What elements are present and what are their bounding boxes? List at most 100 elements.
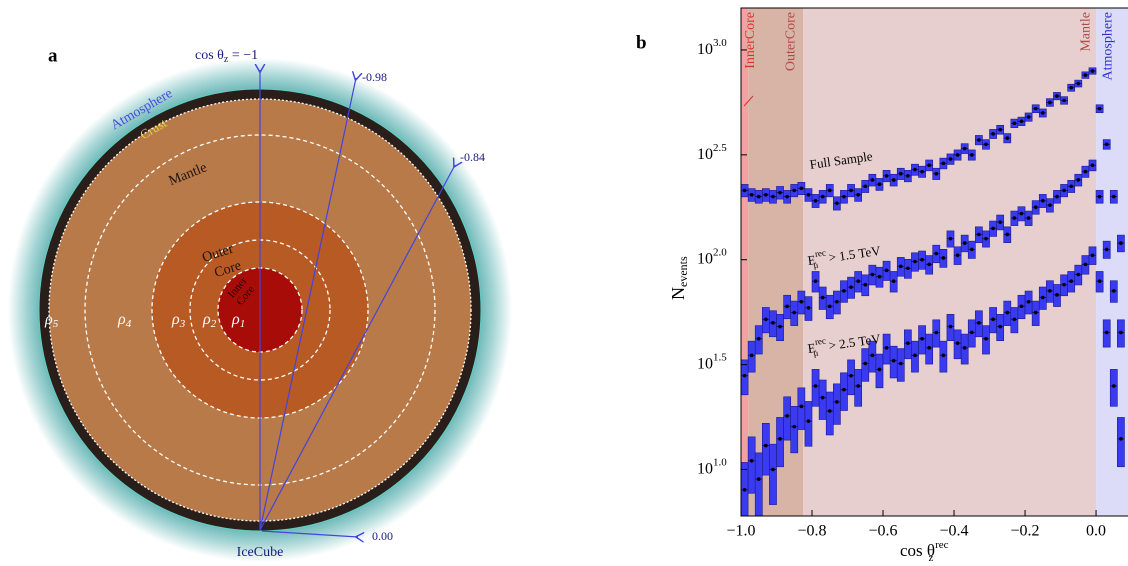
density-symbol: ρ: [171, 311, 180, 328]
data-point: [1026, 216, 1031, 220]
data-point: [820, 395, 825, 400]
data-point: [1104, 247, 1109, 252]
y-tick-exponent: 1.5: [713, 351, 727, 363]
data-point: [1062, 98, 1066, 103]
earth-diagram: a cos θz = −1 -0.98 -0.84 0.00 IceCube A…: [8, 45, 512, 562]
data-point: [1055, 194, 1059, 199]
data-point: [969, 330, 974, 335]
density-label: ρ5: [44, 311, 59, 330]
data-point: [771, 321, 775, 325]
data-point: [870, 272, 875, 277]
zenith-sub: z: [224, 54, 229, 65]
error-box: [804, 401, 813, 447]
data-point: [991, 226, 995, 231]
data-point: [877, 274, 882, 279]
y-tick-label: 101.0: [697, 456, 727, 477]
data-point: [764, 317, 768, 322]
data-point: [849, 188, 853, 193]
data-point: [906, 174, 910, 178]
series-label-main: E: [807, 340, 817, 356]
trajectory: [259, 165, 455, 531]
density-index: 3: [179, 318, 186, 330]
data-point: [771, 467, 775, 472]
zenith-label: -0.98: [362, 70, 387, 84]
data-point: [934, 330, 939, 335]
x-tick-label: −0.2: [1011, 523, 1040, 540]
data-point: [1083, 73, 1088, 77]
data-point: [1033, 310, 1038, 315]
data-point: [1097, 194, 1102, 199]
plot-frame: [740, 7, 1128, 517]
data-point: [906, 341, 910, 345]
data-point: [1083, 262, 1088, 267]
data-point: [977, 138, 981, 142]
data-point: [792, 424, 797, 429]
data-point: [806, 305, 811, 310]
density-label: ρ2: [202, 311, 217, 330]
region: [803, 8, 1097, 516]
data-point: [1012, 317, 1017, 322]
data-point: [927, 346, 931, 350]
density-index: 1: [240, 318, 246, 330]
data-point: [827, 409, 832, 413]
data-point: [1111, 194, 1116, 199]
data-point: [955, 341, 960, 345]
x-axis-label-main: cos θ: [900, 541, 935, 560]
error-box: [762, 422, 770, 476]
data-point: [1026, 300, 1031, 304]
data-point: [842, 289, 846, 293]
data-point: [1048, 203, 1052, 207]
data-point: [1069, 85, 1073, 90]
data-point: [1104, 142, 1109, 147]
density-labels: ρ5 ρ4 ρ3 ρ2 ρ1: [44, 311, 245, 330]
zenith-label: 0.00: [372, 529, 393, 543]
data-point: [998, 324, 1002, 329]
data-point: [799, 186, 804, 191]
data-point: [756, 194, 761, 199]
error-box: [797, 387, 806, 430]
density-index: 2: [211, 318, 217, 330]
data-point: [827, 304, 832, 309]
data-point: [749, 192, 754, 197]
error-box: [754, 452, 763, 516]
data-point: [849, 285, 853, 289]
data-point: [984, 336, 988, 341]
data-point: [842, 194, 846, 199]
region-pointer: [743, 95, 754, 107]
error-box: [783, 396, 792, 441]
density-label: ρ3: [171, 311, 186, 330]
detector-label: IceCube: [237, 545, 284, 560]
series-label-sub: μ: [813, 260, 819, 271]
data-point: [941, 161, 946, 166]
density-index: 4: [126, 318, 132, 330]
data-point: [1111, 289, 1116, 293]
series-label-sub: μ: [813, 348, 819, 359]
density-symbol: ρ: [117, 311, 126, 328]
data-point: [977, 232, 981, 237]
data-point: [1090, 253, 1095, 258]
data-point: [806, 419, 811, 423]
region-label: Atmosphere: [1100, 12, 1115, 80]
density-index: 5: [53, 318, 59, 330]
data-point: [891, 178, 896, 182]
data-point: [1069, 184, 1073, 189]
data-point: [764, 443, 768, 448]
error-box: [747, 436, 756, 494]
data-point: [1119, 330, 1123, 335]
error-box: [1109, 369, 1118, 407]
data-point: [955, 253, 960, 258]
data-point: [1040, 111, 1045, 115]
data-point: [785, 304, 789, 309]
data-point: [984, 142, 988, 147]
data-point: [891, 358, 896, 363]
data-point: [827, 188, 832, 193]
x-tick-label: −1.0: [726, 523, 755, 540]
data-point: [1005, 310, 1010, 315]
error-box: [854, 369, 863, 407]
data-point: [1012, 216, 1017, 220]
data-point: [1040, 198, 1045, 203]
region-label: OuterCore: [783, 12, 798, 71]
y-tick-exponent: 1.0: [713, 456, 727, 468]
